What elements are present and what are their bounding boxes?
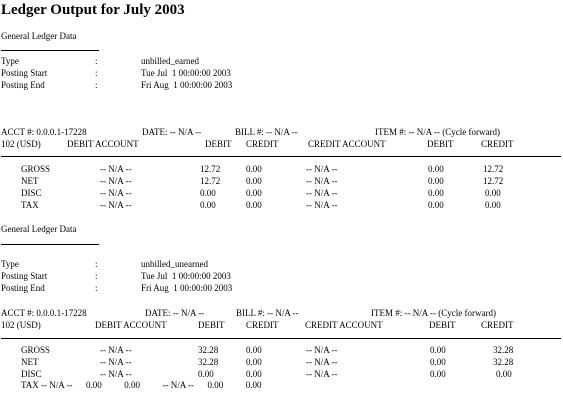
date-field: DATE: -- N/A -- [145,308,205,318]
debit-value-2: 0.00 [430,357,446,367]
heading-underline [1,244,99,245]
meta-value-posting-start: Tue Jul 1 00:00:00 2003 [141,271,231,281]
col-debit: DEBIT [198,320,225,330]
bill-number: BILL #: -- N/A -- [235,127,298,137]
acct-number: ACCT #: 0.0.0.1-17228 [1,308,87,318]
table-header-rule [1,156,561,157]
row-name: DISC [21,369,42,379]
credit-value: 0.00 [246,164,262,174]
col-debit-2: DEBIT [429,320,456,330]
meta-separator: : [95,283,98,293]
currency: 102 (USD) [1,320,41,330]
page-title: Ledger Output for July 2003 [1,2,185,18]
currency: 102 (USD) [1,139,41,149]
col-credit-2: CREDIT [481,320,514,330]
meta-label-type: Type [1,56,19,66]
credit-value-2: 12.72 [483,176,504,186]
debit-value-2: 0.00 [428,176,444,186]
col-credit-account: CREDIT ACCOUNT [305,320,383,330]
meta-label-posting-end: Posting End [1,283,45,293]
credit-account: -- N/A -- [306,357,338,367]
credit-value-2: 32.28 [493,345,514,355]
meta-value-posting-end: Fri Aug 1 00:00:00 2003 [141,283,233,293]
debit-value-2: 0.00 [430,369,446,379]
credit-account: -- N/A -- [306,200,338,210]
credit-value: 0.00 [246,357,262,367]
col-credit-account: CREDIT ACCOUNT [308,139,386,149]
bill-number: BILL #: -- N/A -- [236,308,299,318]
acct-number: ACCT #: 0.0.0.1-17228 [1,127,87,137]
debit-value: 0.00 [200,200,216,210]
credit-value: 0.00 [246,176,262,186]
meta-value-type: unbilled_unearned [141,259,208,269]
col-debit-2: DEBIT [427,139,454,149]
col-debit-account: DEBIT ACCOUNT [67,139,139,149]
debit-value: 12.72 [200,164,221,174]
credit-value: 0.00 [246,345,262,355]
debit-value: 32.28 [198,345,219,355]
meta-value-posting-start: Tue Jul 1 00:00:00 2003 [141,68,231,78]
meta-separator: : [95,259,98,269]
row-name: TAX [21,200,39,210]
credit-value: 0.00 [246,369,262,379]
meta-separator: : [95,80,98,90]
credit-value: 0.00 [246,188,262,198]
meta-label-posting-start: Posting Start [1,271,48,281]
debit-value-2: 0.00 [430,345,446,355]
meta-label-posting-end: Posting End [1,80,45,90]
debit-account: -- N/A -- [100,176,132,186]
meta-label-type: Type [1,259,19,269]
debit-value: 32.28 [198,357,219,367]
col-credit-2: CREDIT [481,139,514,149]
meta-value-posting-end: Fri Aug 1 00:00:00 2003 [141,80,233,90]
table-header-rule [1,338,561,339]
credit-value: 0.00 [246,200,262,210]
row-name: DISC [21,188,42,198]
credit-account: -- N/A -- [306,164,338,174]
credit-value-2: 0.00 [485,200,501,210]
debit-value-2: 0.00 [428,200,444,210]
debit-value-2: 0.00 [428,188,444,198]
debit-value: 0.00 [200,188,216,198]
row-name: NET [21,176,39,186]
trailing-tax-line: TAX -- N/A -- 0.00 0.00 -- N/A -- 0.00 0… [21,380,262,390]
col-debit: DEBIT [205,139,232,149]
debit-account: -- N/A -- [100,369,132,379]
col-credit: CREDIT [246,320,279,330]
date-field: DATE: -- N/A -- [142,127,202,137]
credit-account: -- N/A -- [306,188,338,198]
debit-account: -- N/A -- [100,164,132,174]
col-credit: CREDIT [246,139,279,149]
credit-value-2: 0.00 [485,188,501,198]
row-name: NET [21,357,39,367]
row-name: GROSS [21,164,51,174]
credit-value-2: 0.00 [496,369,512,379]
debit-account: -- N/A -- [100,200,132,210]
meta-separator: : [95,56,98,66]
debit-value-2: 0.00 [428,164,444,174]
credit-account: -- N/A -- [306,369,338,379]
credit-value-2: 32.28 [493,357,514,367]
debit-account: -- N/A -- [100,188,132,198]
item-number: ITEM #: -- N/A -- (Cycle forward) [371,308,496,318]
meta-separator: : [95,271,98,281]
item-number: ITEM #: -- N/A -- (Cycle forward) [375,127,500,137]
debit-account: -- N/A -- [100,357,132,367]
debit-value: 12.72 [200,176,221,186]
heading-underline [1,50,99,51]
col-debit-account: DEBIT ACCOUNT [95,320,167,330]
section-heading: General Ledger Data [1,31,77,41]
credit-account: -- N/A -- [306,176,338,186]
meta-value-type: unbilled_earned [141,56,199,66]
section-heading: General Ledger Data [1,224,77,234]
debit-account: -- N/A -- [100,345,132,355]
debit-value: 0.00 [198,369,214,379]
meta-separator: : [95,68,98,78]
row-name: GROSS [21,345,51,355]
credit-account: -- N/A -- [306,345,338,355]
meta-label-posting-start: Posting Start [1,68,48,78]
credit-value-2: 12.72 [483,164,504,174]
